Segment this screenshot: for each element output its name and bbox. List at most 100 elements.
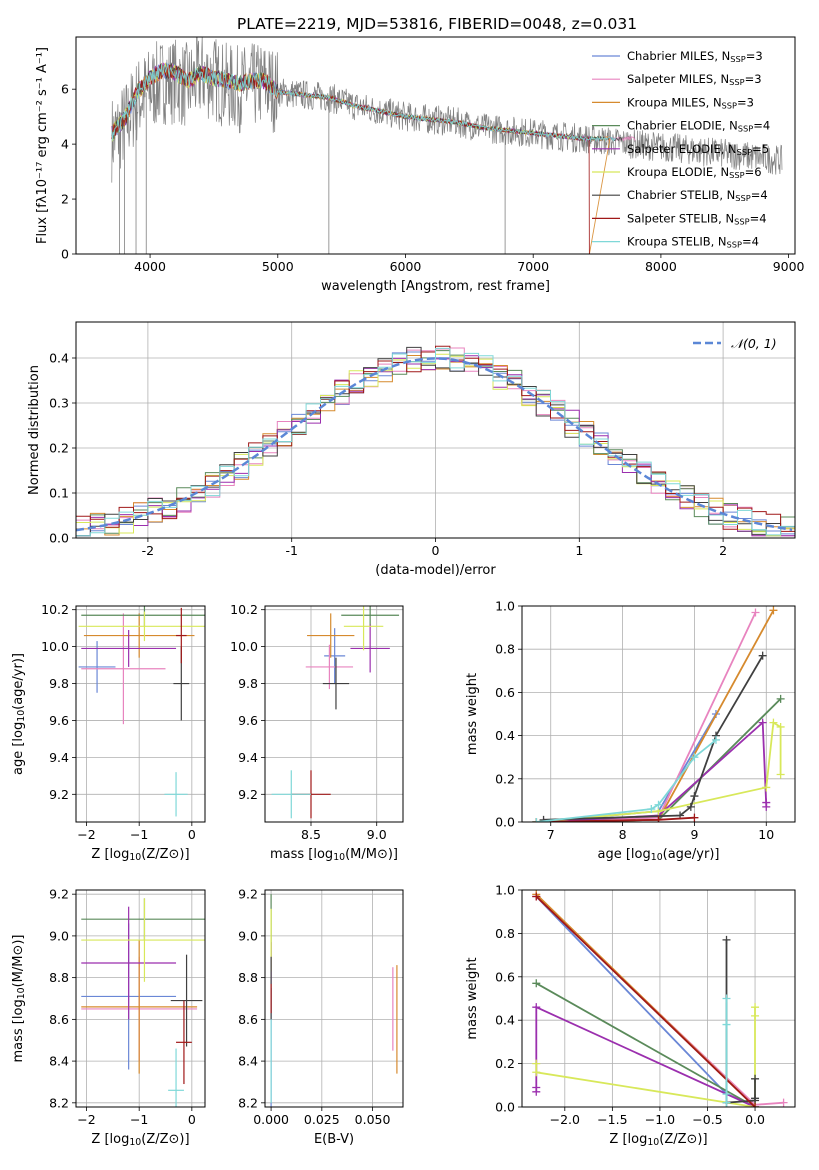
legend-label-2: Salpeter MILES, NSSP=3: [627, 72, 762, 87]
axes-frame: [75, 36, 796, 255]
x-tick-label-3: 10: [758, 827, 774, 842]
x-tick-label-1: −1.5: [597, 1112, 627, 1127]
weight-marker-6-1: [532, 1059, 541, 1068]
weight-marker-6-6: [776, 770, 785, 779]
weight-marker-6-3: [762, 783, 771, 792]
x-tick-label-4: 8000: [645, 259, 677, 274]
figure-title: PLATE=2219, MJD=53816, FIBERID=0048, z=0…: [237, 15, 637, 33]
y-tick-label-2: 0.4: [495, 1013, 515, 1028]
y-tick-label-0: 9.2: [49, 787, 69, 802]
x-tick-label-0: −2: [77, 1112, 95, 1127]
x-tick-label-3: 1: [575, 543, 583, 558]
y-axis-label: mass [log10(M/M⊙)]: [11, 934, 27, 1062]
legend-label-8: Salpeter STELIB, NSSP=4: [627, 211, 767, 226]
legend-label-7: Chabrier STELIB, NSSP=4: [627, 188, 768, 203]
x-axis-label: age [log10(age/yr)]: [598, 847, 720, 863]
y-tick-label-2: 0.4: [495, 728, 515, 743]
y-tick-label-2: 4: [61, 137, 69, 152]
y-tick-label-1: 2: [61, 192, 69, 207]
y-tick-label-3: 8.8: [49, 970, 69, 985]
plot-area: [78, 606, 205, 817]
panel-7: 0.000 0.025 0.050 8.2 8.4 8.6 8.8 9.0 9.2 E(B-V): [238, 887, 404, 1147]
weight-marker-9-4: [690, 753, 699, 762]
weight-marker-7-4: [751, 1074, 760, 1083]
plot-area: [271, 606, 400, 819]
y-axis-label: age [log10(age/yr)]: [11, 653, 27, 775]
legend-label-4: Chabrier ELODIE, NSSP=4: [627, 119, 770, 134]
axes-frame: [264, 889, 404, 1108]
weight-marker-5-2: [532, 1083, 541, 1092]
model-line-9: [111, 63, 617, 143]
weight-line-1: [536, 713, 717, 822]
y-axis-label: mass weight: [465, 673, 480, 755]
y-tick-label-0: 0.0: [495, 1100, 515, 1115]
y-tick-label-4: 9.0: [49, 928, 69, 943]
x-axis-label: Z [log10(Z/Z⊙)]: [91, 847, 189, 863]
x-tick-label-0: 7: [547, 827, 555, 842]
x-axis-label: Z [log10(Z/Z⊙)]: [609, 1132, 707, 1148]
x-tick-label-0: 8.5: [301, 827, 321, 842]
x-tick-label-2: −1.0: [645, 1112, 675, 1127]
y-tick-label-1: 8.4: [238, 1054, 258, 1069]
weight-marker-8-1: [532, 892, 541, 901]
weight-marker-9-1: [722, 1098, 731, 1107]
weight-marker-9-5: [711, 735, 720, 744]
y-tick-label-2: 0.2: [49, 441, 69, 456]
y-axis-label: Normed distribution: [27, 365, 42, 495]
y-tick-label-3: 9.8: [49, 676, 69, 691]
panel-2: -2 -1 0 1 2 0.0 0.1 0.2 0.3 0.4 (data-model)/error…: [27, 321, 796, 578]
x-tick-label-0: −2.0: [550, 1112, 580, 1127]
panel-3: −2 −1 0 9.2 9.4 9.6 9.8 10.0 10.2 Z [log10(Z/Z⊙)]…: [11, 602, 206, 863]
weight-marker-7-5: [751, 1094, 760, 1103]
weight-line-6: [536, 721, 782, 822]
plot-area: [532, 890, 788, 1107]
weight-marker-9-1: [532, 818, 541, 822]
weight-marker-7-3: [686, 802, 695, 811]
plot-area: [81, 898, 205, 1107]
y-tick-label-2: 8.6: [238, 1012, 258, 1027]
y-tick-label-4: 0.4: [49, 351, 69, 366]
weight-marker-2-3: [751, 608, 760, 617]
weight-line-7: [725, 939, 756, 1104]
y-tick-label-1: 0.2: [495, 1056, 515, 1071]
legend: Chabrier MILES, NSSP=3 Salpeter MILES, NS…: [592, 49, 770, 250]
y-tick-label-1: 0.1: [49, 486, 69, 501]
panel-8: −2.0 −1.5 −1.0 −0.5 0.0 0.0 0.2 0.4 0.6 0.8 1.0 Z […: [465, 883, 796, 1148]
y-tick-label-3: 9.8: [238, 676, 258, 691]
weight-marker-6-5: [776, 722, 785, 731]
weight-line-3: [536, 609, 775, 822]
y-tick-label-4: 10.0: [41, 639, 69, 654]
legend-label-normal: 𝒩(0, 1): [731, 336, 777, 351]
x-tick-label-5: 9000: [773, 259, 805, 274]
y-tick-label-3: 0.6: [495, 685, 515, 700]
x-tick-label-2: 0: [432, 543, 440, 558]
y-tick-label-0: 0.0: [495, 815, 515, 830]
x-tick-label-4: 0.0: [745, 1112, 765, 1127]
weight-marker-6-4: [751, 1003, 760, 1012]
axes-frame: [75, 889, 206, 1108]
y-tick-label-0: 0.0: [49, 531, 69, 546]
y-axis-label: Flux [fλ10⁻¹⁷ erg cm⁻² s⁻¹ A⁻¹]: [35, 47, 50, 244]
weight-marker-7-1: [539, 815, 548, 822]
y-tick-label-5: 10.2: [230, 602, 258, 617]
weight-marker-4-1: [532, 979, 541, 988]
y-tick-label-1: 0.2: [495, 771, 515, 786]
x-axis-label: mass [log10(M/M⊙)]: [270, 847, 398, 863]
legend-label-3: Kroupa MILES, NSSP=3: [627, 95, 754, 110]
axes-frame: [521, 889, 796, 1108]
weight-marker-9-2: [722, 1020, 731, 1029]
weight-marker-6-4: [769, 718, 778, 727]
weight-marker-5-5: [762, 798, 771, 807]
y-tick-label-1: 9.4: [238, 750, 258, 765]
weight-marker-7-1: [722, 935, 731, 944]
y-tick-label-5: 10.2: [41, 602, 69, 617]
weight-marker-9-3: [722, 994, 731, 1003]
y-tick-label-5: 1.0: [495, 883, 515, 898]
y-tick-label-5: 9.2: [238, 887, 258, 902]
weight-marker-9-4: [722, 1089, 731, 1098]
weight-marker-8-3: [690, 813, 699, 822]
axes-frame: [521, 605, 796, 823]
y-tick-label-4: 0.8: [495, 642, 515, 657]
y-tick-label-2: 8.6: [49, 1012, 69, 1027]
